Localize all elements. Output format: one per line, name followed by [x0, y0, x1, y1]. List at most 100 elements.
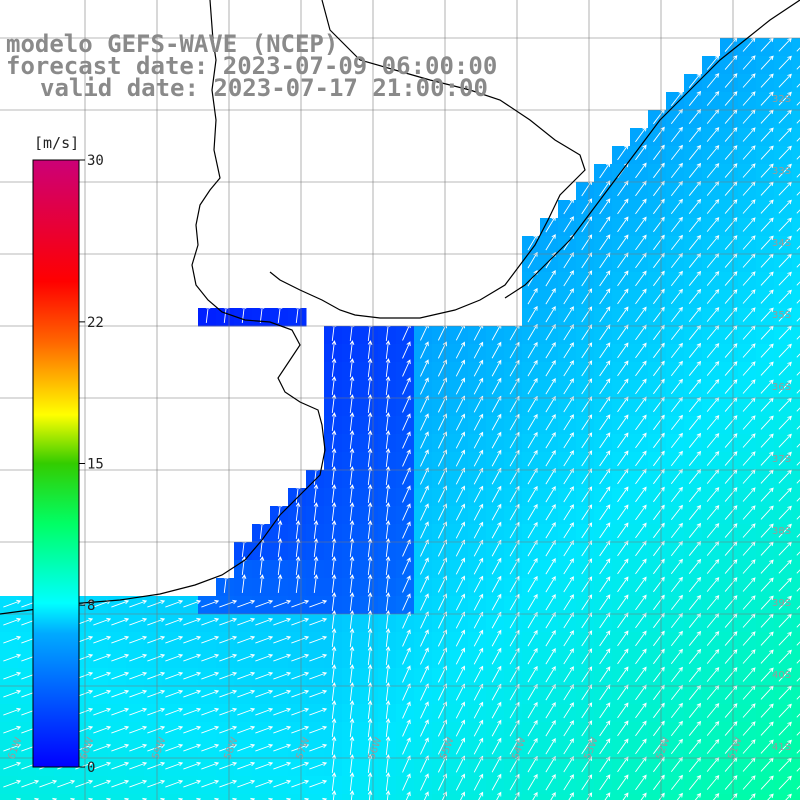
wind-vector-arrow	[385, 340, 391, 360]
latitude-label: 37S	[772, 454, 791, 465]
wind-vector-arrow	[635, 486, 647, 503]
wind-vector-arrow	[93, 653, 112, 662]
wind-vector-arrow	[273, 653, 292, 662]
wind-vector-arrow	[3, 617, 22, 626]
wind-vector-arrow	[420, 647, 429, 665]
wind-vector-arrow	[219, 599, 238, 608]
wind-vector-arrow	[706, 127, 720, 142]
wind-vector-arrow	[760, 577, 774, 592]
wind-speed-cell	[792, 488, 800, 507]
wind-vector-arrow	[724, 145, 738, 160]
wind-vector-arrow	[670, 594, 683, 611]
wind-vector-arrow	[724, 667, 738, 682]
wind-vector-arrow	[473, 719, 484, 737]
wind-vector-arrow	[473, 341, 484, 359]
wind-speed-cell	[792, 686, 800, 705]
wind-vector-arrow	[599, 702, 611, 719]
wind-vector-arrow	[259, 574, 265, 594]
wind-vector-arrow	[491, 377, 502, 395]
wind-vector-arrow	[796, 443, 800, 448]
wind-vector-arrow	[313, 574, 319, 594]
wind-vector-arrow	[635, 198, 647, 215]
wind-vector-arrow	[742, 523, 756, 538]
wind-vector-arrow	[349, 484, 355, 504]
wind-vector-arrow	[527, 773, 538, 791]
wind-vector-arrow	[3, 743, 22, 752]
wind-vector-arrow	[57, 779, 76, 788]
wind-vector-arrow	[295, 520, 301, 540]
wind-vector-arrow	[635, 162, 647, 179]
wind-vector-arrow	[405, 791, 411, 800]
wind-vector-arrow	[653, 630, 665, 647]
wind-vector-arrow	[309, 761, 328, 770]
wind-vector-arrow	[653, 720, 665, 737]
wind-speed-cell	[468, 794, 487, 800]
wind-speed-cell	[486, 794, 505, 800]
wind-vector-arrow	[688, 450, 702, 466]
wind-vector-arrow	[219, 779, 238, 788]
wind-vector-arrow	[420, 413, 429, 431]
wind-vector-arrow	[237, 599, 256, 608]
wind-vector-arrow	[491, 503, 502, 521]
wind-speed-cell	[144, 794, 163, 800]
wind-vector-arrow	[527, 305, 538, 323]
wind-vector-arrow	[796, 173, 800, 178]
wind-vector-arrow	[742, 55, 756, 70]
wind-vector-arrow	[706, 577, 720, 592]
wind-vector-arrow	[670, 270, 683, 287]
wind-vector-arrow	[688, 234, 702, 250]
wind-speed-cell	[396, 794, 415, 800]
colorbar-unit: [m/s]	[34, 134, 79, 152]
wind-vector-arrow	[778, 415, 792, 430]
wind-vector-arrow	[670, 342, 683, 359]
wind-vector-arrow	[93, 743, 112, 752]
wind-vector-arrow	[670, 720, 683, 737]
wind-vector-arrow	[599, 486, 611, 503]
wind-vector-arrow	[331, 520, 337, 540]
wind-vector-arrow	[545, 665, 556, 683]
wind-vector-arrow	[219, 707, 238, 716]
wind-vector-arrow	[617, 342, 629, 359]
wind-vector-arrow	[742, 271, 756, 286]
wind-vector-arrow	[402, 629, 411, 647]
wind-vector-arrow	[688, 90, 702, 106]
wind-vector-arrow	[670, 288, 683, 305]
wind-vector-arrow	[75, 761, 94, 770]
wind-vector-arrow	[527, 575, 538, 593]
wind-vector-arrow	[491, 773, 502, 791]
wind-vector-arrow	[599, 666, 611, 683]
wind-vector-arrow	[653, 558, 665, 575]
wind-vector-arrow	[599, 360, 611, 377]
wind-vector-arrow	[688, 162, 702, 178]
wind-vector-arrow	[653, 396, 665, 413]
wind-vector-arrow	[331, 628, 337, 648]
wind-vector-arrow	[165, 707, 184, 716]
wind-vector-arrow	[237, 653, 256, 662]
wind-vector-arrow	[527, 647, 538, 665]
wind-vector-arrow	[670, 432, 683, 449]
wind-vector-arrow	[527, 233, 538, 251]
wind-vector-arrow	[309, 617, 328, 626]
wind-vector-arrow	[778, 505, 792, 520]
wind-vector-arrow	[473, 485, 484, 503]
wind-vector-arrow	[742, 415, 756, 430]
wind-vector-arrow	[653, 774, 665, 791]
wind-vector-arrow	[545, 341, 556, 359]
wind-vector-arrow	[563, 594, 574, 611]
wind-vector-arrow	[129, 761, 148, 770]
wind-vector-arrow	[385, 790, 391, 800]
wind-vector-arrow	[778, 721, 792, 736]
wind-vector-arrow	[111, 725, 130, 734]
colorbar-gradient	[32, 159, 80, 768]
wind-vector-arrow	[796, 569, 800, 574]
wind-vector-arrow	[420, 449, 429, 467]
wind-vector-arrow	[724, 217, 738, 232]
wind-speed-cell	[792, 704, 800, 723]
wind-vector-arrow	[742, 163, 756, 178]
wind-vector-arrow	[617, 198, 629, 215]
wind-speed-cell	[792, 344, 800, 363]
wind-vector-arrow	[111, 707, 130, 716]
wind-vector-arrow	[778, 739, 792, 754]
wind-vector-arrow	[653, 288, 665, 305]
